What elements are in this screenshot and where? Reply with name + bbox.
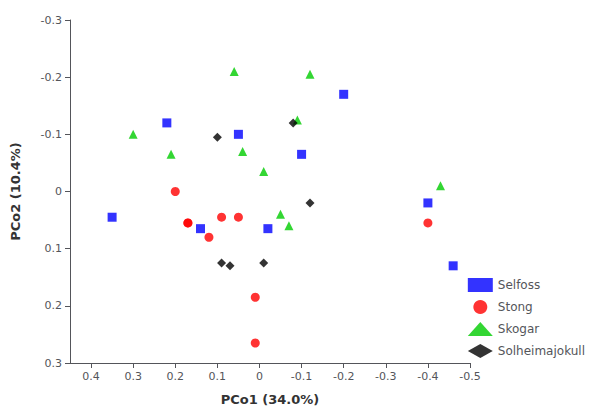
svg-text:-0.4: -0.4 — [417, 370, 438, 383]
svg-text:-0.5: -0.5 — [459, 370, 480, 383]
svg-text:-0.1: -0.1 — [291, 370, 312, 383]
svg-text:0.1: 0.1 — [45, 242, 63, 255]
svg-text:0.4: 0.4 — [82, 370, 100, 383]
svg-text:Selfoss: Selfoss — [498, 278, 540, 292]
svg-text:0.2: 0.2 — [45, 299, 63, 312]
svg-text:0: 0 — [256, 370, 263, 383]
svg-text:Solheimajokull: Solheimajokull — [498, 344, 585, 358]
svg-text:-0.3: -0.3 — [41, 14, 62, 27]
svg-text:PCo2 (10.4%): PCo2 (10.4%) — [8, 142, 23, 241]
svg-text:Skogar: Skogar — [498, 322, 539, 336]
svg-text:0.3: 0.3 — [45, 357, 63, 370]
svg-text:Stong: Stong — [498, 300, 533, 314]
svg-text:PCo1 (34.0%): PCo1 (34.0%) — [221, 392, 320, 407]
svg-text:-0.3: -0.3 — [375, 370, 396, 383]
svg-text:0.1: 0.1 — [209, 370, 227, 383]
svg-text:0.2: 0.2 — [167, 370, 185, 383]
svg-text:0.3: 0.3 — [124, 370, 142, 383]
svg-text:-0.1: -0.1 — [41, 128, 62, 141]
svg-text:0: 0 — [55, 185, 62, 198]
svg-text:-0.2: -0.2 — [41, 71, 62, 84]
svg-text:-0.2: -0.2 — [333, 370, 354, 383]
